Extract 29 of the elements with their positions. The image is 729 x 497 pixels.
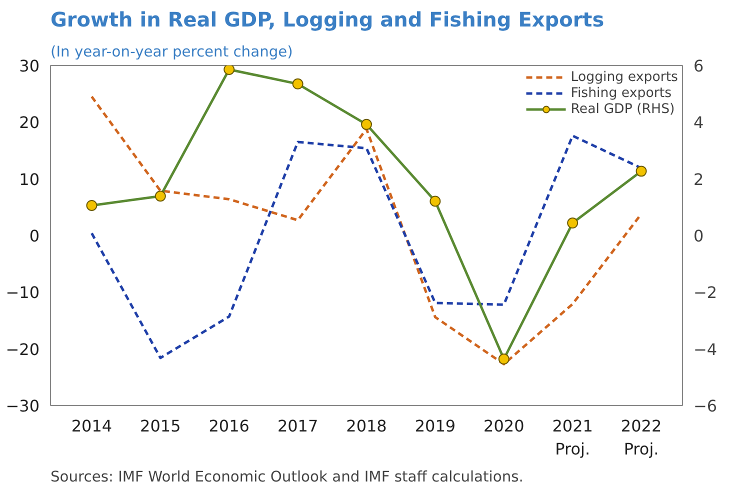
- y-tick-label: −30: [6, 396, 40, 416]
- y-tick-label: −10: [6, 283, 40, 302]
- x-tick-label: 2018: [346, 416, 387, 436]
- source-note: Sources: IMF World Economic Outlook and IMF staff calculations.: [50, 468, 524, 486]
- x-tick-label: 2021 Proj.: [552, 416, 593, 458]
- x-tick-label: 2022 Proj.: [620, 416, 662, 458]
- x-tick-label: 2020: [484, 416, 524, 436]
- y-tick-label: 0: [29, 226, 40, 246]
- y2-tick-label: 6: [694, 56, 704, 76]
- y2-tick-label: 0: [694, 226, 704, 246]
- legend-label: Real GDP (RHS): [570, 101, 675, 117]
- y-tick-label: 30: [19, 56, 40, 76]
- chart-title: Growth in Real GDP, Logging and Fishing Exports: [50, 8, 604, 32]
- y2-tick-label: −2: [694, 283, 718, 302]
- x-tick-label: 2017: [277, 416, 318, 436]
- y-tick-label: 10: [19, 170, 40, 189]
- legend-label: Logging exports: [570, 69, 678, 85]
- x-tick-label: 2014: [71, 416, 112, 436]
- x-tick-label: 2019: [414, 416, 456, 436]
- y2-tick-label: −6: [694, 396, 718, 416]
- y-tick-label: 20: [19, 113, 40, 132]
- y2-tick-label: 4: [694, 113, 704, 132]
- chart-subtitle: (In year-on-year percent change): [50, 44, 293, 60]
- x-tick-label: 2016: [208, 416, 250, 436]
- x-tick-label: 2015: [140, 416, 181, 436]
- y2-tick-label: −4: [694, 340, 718, 359]
- y-tick-label: −20: [6, 340, 40, 359]
- legend-label: Fishing exports: [570, 85, 672, 101]
- y2-tick-label: 2: [694, 170, 704, 189]
